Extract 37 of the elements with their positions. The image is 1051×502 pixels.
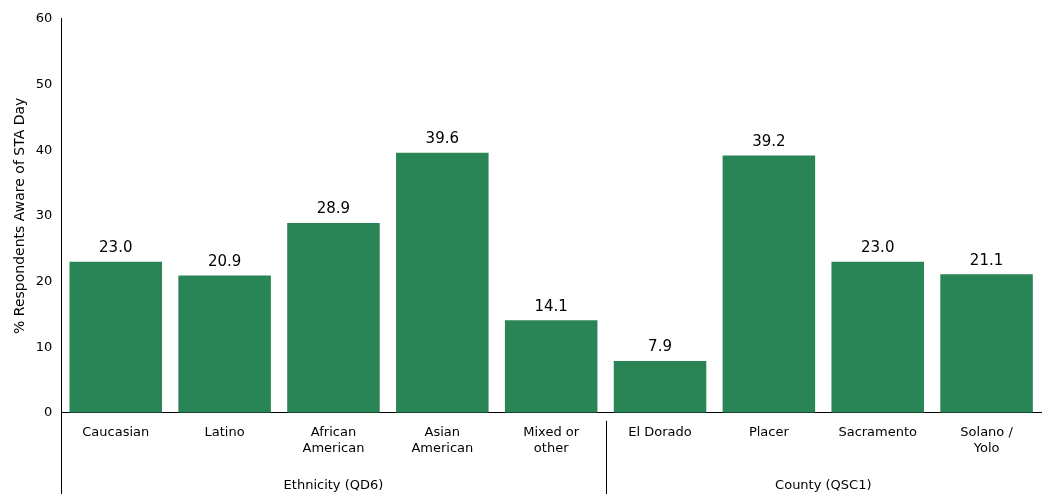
bar bbox=[940, 274, 1033, 413]
text: County (QSC1) bbox=[775, 476, 872, 492]
y-tick-label: 60 bbox=[35, 10, 53, 26]
data-label: 7.9 bbox=[648, 337, 672, 356]
x-tick-label: African American bbox=[302, 423, 365, 455]
data-label: 20.9 bbox=[207, 251, 242, 270]
bar bbox=[69, 261, 163, 413]
x-tick-label: Latino bbox=[204, 423, 245, 439]
y-tick-label: 20 bbox=[35, 272, 53, 288]
x-tick-label: Asian American bbox=[411, 423, 474, 455]
x-tick-label: Placer bbox=[748, 423, 790, 439]
x-tick-label: Caucasian bbox=[82, 423, 150, 439]
bar bbox=[722, 155, 816, 413]
x-tick-label: El Dorado bbox=[628, 423, 692, 439]
data-label: 14.1 bbox=[534, 296, 568, 315]
bar bbox=[178, 275, 271, 413]
x-tick-label: Mixed or other bbox=[523, 423, 580, 455]
y-tick-label: 10 bbox=[35, 338, 53, 354]
x-tick-label: Sacramento bbox=[838, 423, 918, 439]
text: Ethnicity (QD6) bbox=[283, 476, 384, 492]
data-label: 23.0 bbox=[861, 238, 895, 257]
bar bbox=[613, 360, 707, 413]
bar bbox=[504, 320, 598, 413]
y-tick-label: 30 bbox=[35, 207, 53, 223]
data-label: 39.2 bbox=[752, 131, 786, 150]
data-label: 23.0 bbox=[99, 238, 133, 257]
data-label: 28.9 bbox=[316, 199, 351, 218]
data-label: 21.1 bbox=[969, 250, 1004, 269]
y-tick-label: 40 bbox=[35, 141, 53, 157]
y-tick-label: 50 bbox=[35, 75, 53, 91]
y-axis-title: % Respondents Aware of STA Day bbox=[11, 97, 28, 334]
y-tick-label: 0 bbox=[44, 404, 53, 420]
data-label: 39.6 bbox=[425, 129, 460, 148]
bar bbox=[831, 261, 924, 413]
bar bbox=[396, 152, 489, 413]
bar bbox=[287, 223, 380, 413]
x-tick-label: Solano / Yolo bbox=[960, 423, 1014, 455]
